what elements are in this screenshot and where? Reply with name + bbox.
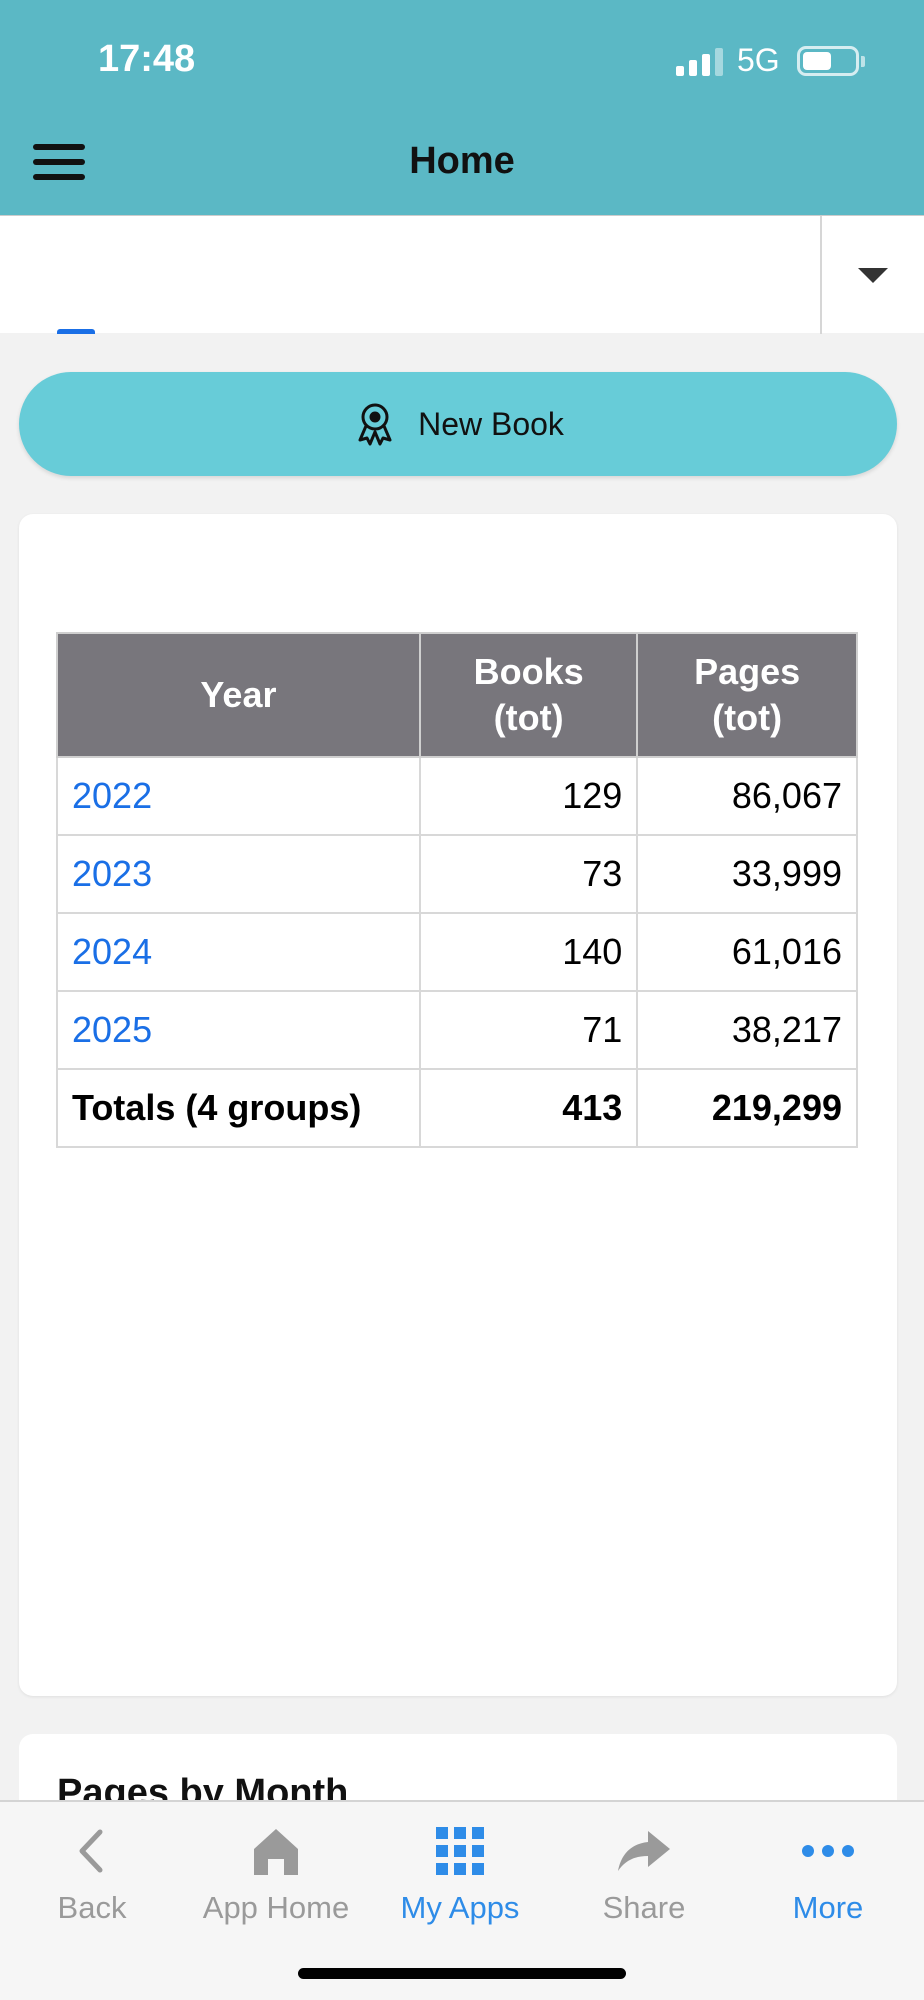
- tab-strip[interactable]: [0, 215, 924, 334]
- totals-row: Totals (4 groups) 413 219,299: [56, 1068, 858, 1148]
- caret-down-icon[interactable]: [858, 268, 888, 283]
- pages-count: 86,067: [636, 756, 858, 836]
- new-book-button[interactable]: New Book: [19, 372, 897, 476]
- nav-share[interactable]: Share: [552, 1820, 736, 1940]
- table-row[interactable]: 2024 140 61,016: [56, 912, 858, 992]
- nav-app-home[interactable]: App Home: [184, 1820, 368, 1940]
- app-header: 17:48 5G Home: [0, 0, 924, 215]
- year-link[interactable]: 2024: [56, 912, 421, 992]
- year-link[interactable]: 2022: [56, 756, 421, 836]
- nav-label: App Home: [202, 1890, 350, 1925]
- share-icon: [616, 1820, 672, 1882]
- books-count: 140: [418, 912, 639, 992]
- nav-label: My Apps: [400, 1890, 520, 1925]
- award-icon: [358, 403, 392, 446]
- totals-label: Totals (4 groups): [56, 1068, 421, 1148]
- active-tab-indicator: [57, 329, 95, 334]
- books-header-line2: (tot): [493, 697, 564, 738]
- table-row[interactable]: 2023 73 33,999: [56, 834, 858, 914]
- pages-header-line2: (tot): [712, 697, 783, 738]
- table-row[interactable]: 2022 129 86,067: [56, 756, 858, 836]
- new-book-label: New Book: [418, 405, 564, 442]
- more-icon: [800, 1820, 856, 1882]
- table-row[interactable]: 2025 71 38,217: [56, 990, 858, 1070]
- nav-label: Back: [57, 1890, 127, 1925]
- pages-count: 33,999: [636, 834, 858, 914]
- menu-icon-bar: [33, 174, 85, 180]
- bottom-nav: Back App Home My Apps Share More: [0, 1800, 924, 2000]
- column-header-pages[interactable]: Pages (tot): [636, 632, 858, 758]
- network-label: 5G: [737, 42, 780, 78]
- column-header-year[interactable]: Year: [56, 632, 421, 758]
- year-link[interactable]: 2025: [56, 990, 421, 1070]
- battery-tip: [861, 56, 865, 67]
- books-header-line1: Books: [473, 651, 584, 692]
- year-summary-table: Year Books (tot) Pages (tot) 2022 129 86…: [56, 632, 858, 1148]
- tab-divider: [820, 216, 822, 334]
- nav-my-apps[interactable]: My Apps: [368, 1820, 552, 1940]
- battery-icon: [797, 46, 859, 76]
- home-icon: [250, 1820, 302, 1882]
- totals-pages: 219,299: [636, 1068, 858, 1148]
- grid-icon: [434, 1820, 486, 1882]
- menu-icon-bar: [33, 159, 85, 165]
- signal-icon: [676, 46, 723, 76]
- books-count: 129: [418, 756, 639, 836]
- pages-header-line1: Pages: [694, 651, 801, 692]
- home-indicator: [298, 1968, 626, 1979]
- status-time: 17:48: [98, 38, 196, 80]
- table-header-row: Year Books (tot) Pages (tot): [56, 632, 858, 758]
- year-link[interactable]: 2023: [56, 834, 421, 914]
- books-count: 71: [418, 990, 639, 1070]
- nav-label: Share: [602, 1890, 686, 1925]
- totals-books: 413: [418, 1068, 639, 1148]
- menu-button[interactable]: [33, 144, 85, 180]
- nav-more[interactable]: More: [736, 1820, 920, 1940]
- page-title: Home: [409, 140, 515, 182]
- pages-count: 38,217: [636, 990, 858, 1070]
- nav-label: More: [792, 1890, 864, 1925]
- column-header-books[interactable]: Books (tot): [418, 632, 639, 758]
- pages-count: 61,016: [636, 912, 858, 992]
- nav-back[interactable]: Back: [0, 1820, 184, 1940]
- chevron-left-icon: [72, 1820, 112, 1882]
- books-count: 73: [418, 834, 639, 914]
- menu-icon-bar: [33, 144, 85, 150]
